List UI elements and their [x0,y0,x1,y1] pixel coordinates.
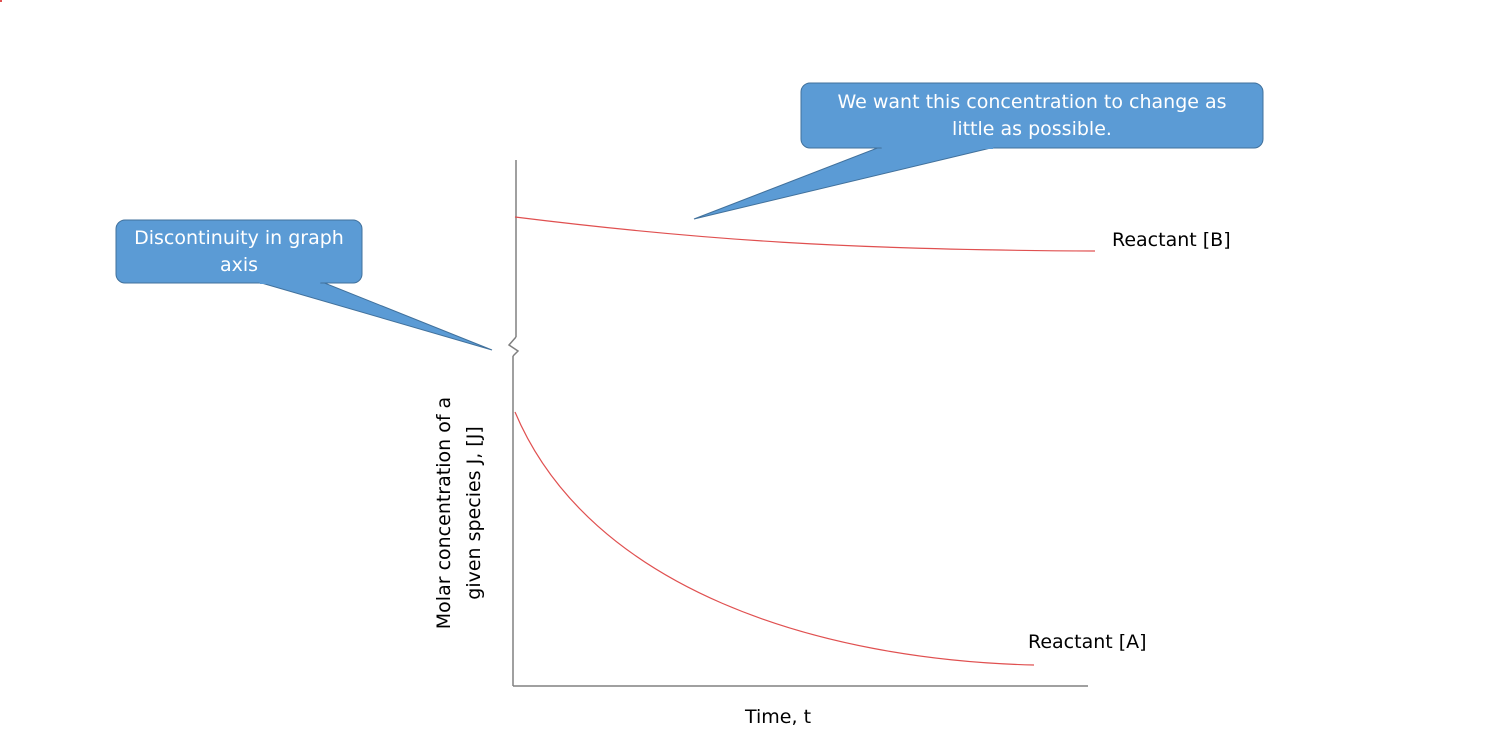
x-axis-label: Time, t [745,706,812,728]
series-line-reactant-b [514,216,1096,252]
series-line-reactant-a [514,411,1035,666]
callout-discontinuity-box [115,219,363,284]
y-axis-label: Molar concentration of a given species J… [433,396,485,630]
callout-discontinuity-text: Discontinuity in graph axis [134,227,344,276]
axis-break-mark [507,336,520,357]
callout-concentration-text: We want this concentration to change as … [837,91,1227,140]
series-label-reactant-a: Reactant [A] [1028,631,1147,653]
callout-discontinuity-pointer [257,281,493,351]
callout-concentration-pointer [693,146,996,220]
series-label-reactant-b: Reactant [B] [1112,229,1231,251]
corner-mark [0,0,2,2]
callout-concentration-box [800,82,1264,149]
